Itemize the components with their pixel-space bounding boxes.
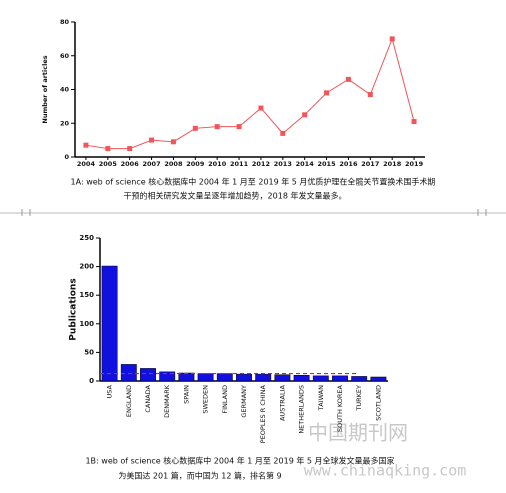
y-tick-label: 80 — [60, 18, 70, 26]
x-tick-label: 2014 — [296, 160, 315, 168]
data-point — [302, 112, 308, 118]
data-point — [83, 142, 89, 148]
bar — [370, 376, 387, 382]
bar — [120, 364, 137, 382]
y-axis-label: Number of articles — [41, 55, 49, 123]
x-tick-label: 2013 — [274, 160, 292, 168]
x-tick-label: DENMARK — [163, 384, 171, 418]
x-tick-label: SOUTH KOREA — [336, 384, 344, 432]
caption-line: 为美国达 201 篇，而中国为 12 篇，排名第 9 — [118, 471, 281, 481]
caption-line: 干预的相关研究发文量呈逐年增加趋势，2018 年发文量最多。 — [124, 191, 347, 201]
data-point — [236, 124, 242, 130]
y-tick-label: 0 — [64, 153, 69, 161]
y-tick-label: 0 — [89, 377, 94, 385]
x-tick-label: 2004 — [77, 160, 96, 168]
x-tick-label: AUSTRALIA — [278, 384, 286, 421]
bar — [159, 371, 176, 382]
bar — [216, 373, 233, 382]
data-point — [149, 137, 155, 143]
x-tick-label: 2009 — [186, 160, 205, 168]
caption-line: 1B: web of science 核心数据库中 2004 年 1 月至 20… — [85, 456, 394, 466]
x-tick-label: SCOTLAND — [374, 385, 382, 421]
bar — [293, 375, 310, 382]
data-point — [105, 146, 111, 152]
y-tick-label: 150 — [79, 291, 94, 299]
bar — [332, 375, 348, 382]
x-tick-label: SPAIN — [182, 385, 190, 404]
bar — [178, 372, 195, 382]
data-line — [85, 37, 415, 150]
y-axis-label: Publications — [69, 278, 79, 340]
x-tick-label: USA — [106, 384, 114, 398]
data-point — [367, 92, 373, 98]
x-tick-label: ENGLAND — [125, 385, 133, 417]
data-point — [280, 130, 286, 136]
data-point — [192, 125, 198, 131]
watermark: 中国期刊网 — [308, 421, 408, 445]
x-tick-label: GERMANY — [240, 385, 248, 418]
data-point — [170, 139, 176, 145]
x-tick-label: 2005 — [99, 160, 118, 168]
x-tick-label: 2012 — [252, 160, 270, 168]
x-tick-label: 2019 — [405, 160, 424, 168]
y-tick-label: 100 — [79, 320, 94, 328]
data-point — [389, 36, 395, 42]
x-tick-label: 2016 — [339, 160, 358, 168]
bar — [101, 265, 118, 382]
x-tick-label: 2011 — [230, 160, 249, 168]
y-tick-label: 60 — [60, 52, 70, 60]
x-tick-label: SWEDEN — [202, 385, 210, 414]
x-tick-label: CANADA — [144, 384, 152, 412]
bar — [312, 375, 329, 382]
x-tick-label: NETHERLANDS — [298, 385, 306, 434]
x-tick-label: 2006 — [121, 160, 140, 168]
data-point — [324, 90, 330, 96]
y-tick-label: 50 — [84, 348, 94, 356]
bar — [351, 376, 368, 382]
caption-line: 1A: web of science 核心数据库中 2004 年 1 月至 20… — [71, 177, 436, 187]
x-tick-label: 2008 — [164, 160, 183, 168]
watermark: www.chinaqking.com — [304, 462, 467, 480]
bar — [274, 374, 291, 382]
x-tick-label: 2017 — [361, 160, 379, 168]
y-tick-label: 200 — [79, 263, 94, 271]
x-tick-label: TURKEY — [355, 385, 363, 412]
x-tick-label: 2018 — [383, 160, 402, 168]
data-point — [127, 146, 133, 152]
x-tick-label: 2007 — [143, 160, 161, 168]
x-tick-label: FINLAND — [221, 385, 229, 414]
x-tick-label: TAIWAN — [317, 385, 325, 411]
separator-marks — [21, 209, 487, 216]
bar — [236, 373, 252, 382]
bar — [197, 373, 214, 382]
x-tick-label: PEOPLES R CHINA — [259, 384, 267, 443]
data-point — [411, 119, 417, 125]
data-point — [345, 76, 351, 82]
x-tick-label: 2015 — [318, 160, 337, 168]
y-tick-label: 20 — [60, 119, 70, 127]
data-point — [258, 105, 264, 111]
data-point — [214, 124, 220, 130]
bar — [255, 373, 272, 382]
y-tick-label: 40 — [60, 86, 70, 94]
bar — [140, 368, 156, 382]
x-tick-label: 2010 — [208, 160, 227, 168]
y-tick-label: 250 — [79, 234, 94, 242]
